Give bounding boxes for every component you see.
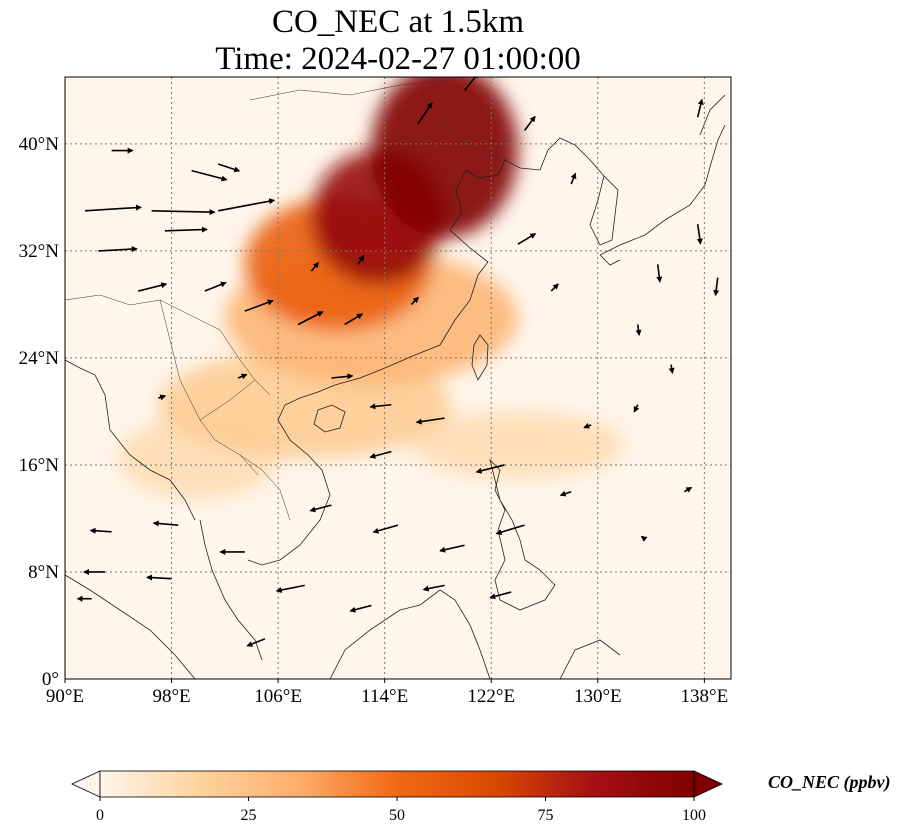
wind-arrow: [218, 198, 276, 212]
wind-arrow: [84, 204, 142, 212]
wind-arrow: [570, 172, 577, 185]
wind-arrow: [633, 404, 640, 413]
longitude-tick-label: 98°E: [152, 686, 190, 707]
wind-arrow: [237, 373, 248, 380]
wind-arrow: [275, 584, 305, 593]
wind-arrow: [357, 255, 365, 265]
wind-arrow: [495, 524, 525, 535]
map-title: CO_NEC at 1.5km: [271, 4, 525, 40]
wind-arrow: [372, 524, 399, 534]
wind-arrow: [517, 233, 537, 245]
wind-arrow: [550, 283, 559, 292]
wind-arrow: [668, 364, 675, 375]
wind-arrow: [217, 163, 241, 173]
colorbar-gradient: [99, 770, 695, 798]
co-plume: [411, 411, 625, 479]
graticule: [65, 77, 731, 679]
wind-arrow: [696, 98, 704, 118]
wind-arrow: [635, 324, 642, 336]
colorbar-ticks: 0 25 50 75 100: [96, 797, 706, 824]
longitude-tick-label: 138°E: [681, 686, 729, 707]
longitude-tick-label: 122°E: [467, 686, 515, 707]
latitude-tick-label: 16°N: [19, 455, 60, 476]
wind-arrow: [410, 296, 420, 305]
wind-arrow: [489, 591, 512, 600]
wind-arrow: [417, 101, 433, 125]
wind-arrow: [246, 638, 266, 647]
wind-arrow: [164, 226, 208, 233]
colorbar-tick-label: 25: [241, 807, 257, 824]
co-plume: [371, 77, 518, 238]
wind-arrow: [583, 422, 592, 429]
wind-arrow: [310, 261, 320, 272]
longitude-tick-label: 106°E: [254, 686, 302, 707]
wind-arrow: [244, 299, 274, 312]
wind-arrow: [204, 281, 227, 292]
wind-arrow: [640, 535, 648, 542]
wind-arrow: [415, 417, 445, 425]
wind-arrow: [331, 373, 354, 380]
wind-arrow: [369, 450, 392, 459]
longitude-tick-labels: 90°E 98°E 106°E 114°E 122°E 130°E 138°E: [46, 679, 728, 707]
co-concentration-field: [118, 77, 625, 499]
wind-arrow: [158, 394, 167, 401]
wind-arrow: [422, 584, 445, 592]
wind-arrow: [369, 403, 392, 410]
wind-arrow: [683, 486, 693, 493]
colorbar: 0 25 50 75 100 CO_NEC (ppbv): [71, 770, 891, 824]
wind-arrow: [696, 224, 703, 245]
colorbar-tick-label: 50: [389, 807, 405, 824]
wind-arrow: [523, 115, 536, 131]
wind-arrow: [191, 169, 228, 182]
longitude-tick-label: 130°E: [574, 686, 622, 707]
latitude-tick-labels: 0° 8°N 16°N 24°N 32°N 40°N: [19, 134, 60, 690]
wind-arrow: [152, 520, 179, 527]
wind-arrow: [349, 604, 372, 613]
wind-arrow: [656, 264, 663, 283]
wind-arrow: [463, 77, 480, 91]
latitude-tick-label: 32°N: [19, 241, 60, 262]
wind-arrow: [713, 277, 720, 297]
colorbar-max-extend: [693, 770, 723, 798]
wind-arrow: [559, 490, 572, 497]
wind-arrow: [89, 527, 112, 534]
colorbar-tick-label: 100: [682, 807, 706, 824]
wind-arrow: [309, 504, 332, 513]
colorbar-label: CO_NEC (ppbv): [768, 772, 891, 793]
colorbar-min-extend: [71, 770, 101, 798]
wind-arrow: [151, 209, 216, 216]
longitude-tick-label: 90°E: [46, 686, 84, 707]
wind-arrow: [475, 464, 505, 474]
wind-arrow: [98, 246, 138, 253]
coastlines: [65, 94, 726, 679]
wind-vectors: [76, 77, 720, 647]
colorbar-tick-label: 0: [96, 807, 104, 824]
wind-arrow: [344, 313, 364, 326]
country-borders: [65, 79, 511, 521]
map-frame: [64, 76, 732, 680]
colorbar-tick-label: 75: [538, 807, 554, 824]
map-subtitle-time: Time: 2024-02-27 01:00:00: [215, 41, 581, 77]
wind-arrow: [297, 311, 324, 326]
latitude-tick-label: 40°N: [19, 134, 60, 155]
wind-arrow: [439, 544, 465, 553]
wind-arrow: [146, 574, 172, 581]
latitude-tick-label: 8°N: [28, 562, 59, 583]
latitude-tick-label: 0°: [42, 669, 59, 690]
latitude-tick-label: 24°N: [19, 348, 60, 369]
wind-arrow: [138, 282, 168, 292]
longitude-tick-label: 114°E: [361, 686, 408, 707]
